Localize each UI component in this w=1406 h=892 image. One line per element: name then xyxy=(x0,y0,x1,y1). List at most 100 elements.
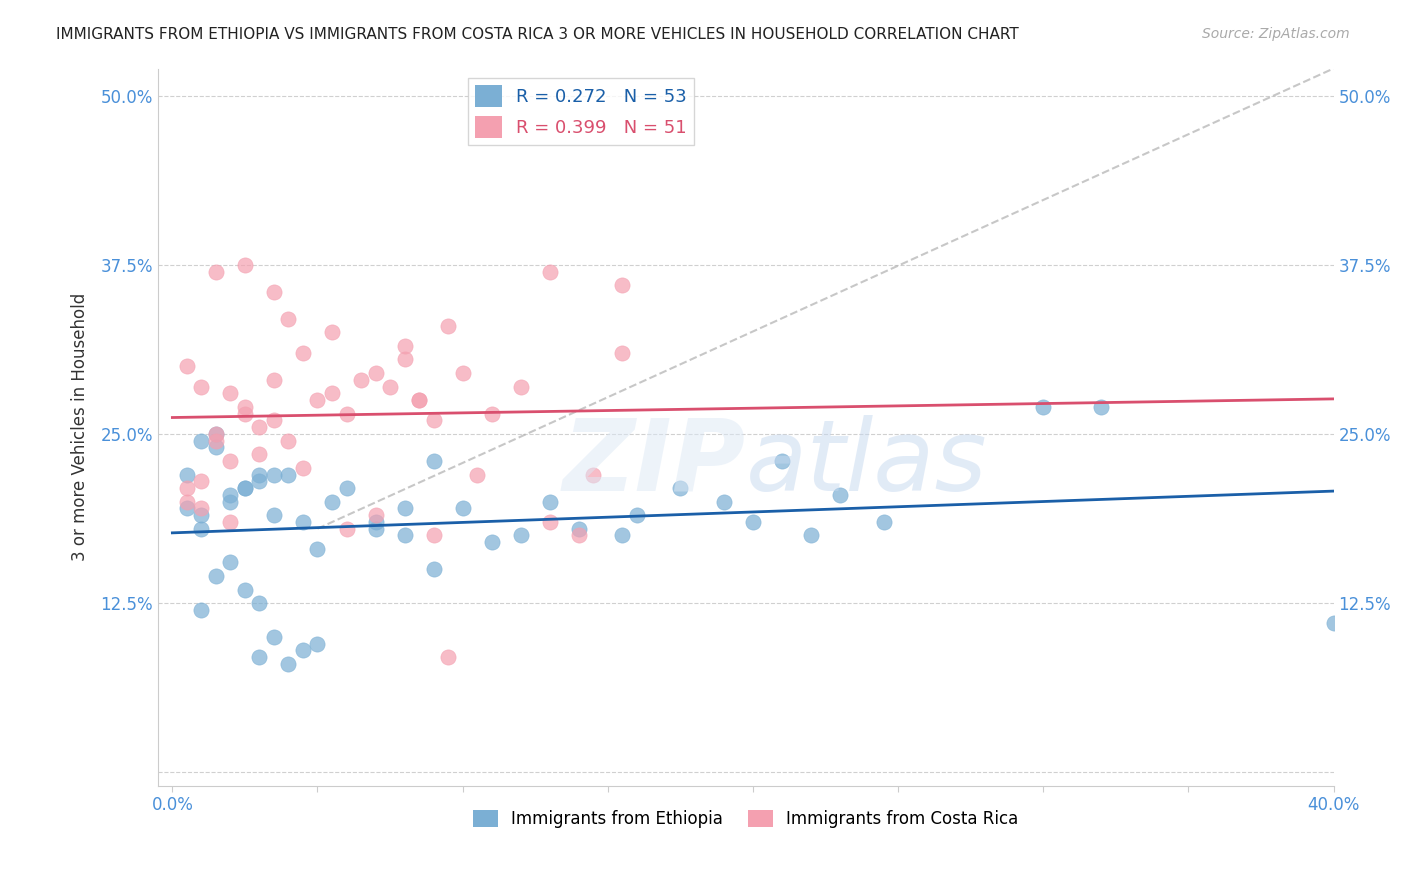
Point xyxy=(394,501,416,516)
Point xyxy=(568,522,591,536)
Point xyxy=(307,637,329,651)
Point xyxy=(205,434,228,448)
Point xyxy=(509,379,531,393)
Text: atlas: atlas xyxy=(745,415,987,511)
Point xyxy=(350,373,373,387)
Point xyxy=(176,501,198,516)
Point xyxy=(422,528,444,542)
Point xyxy=(394,339,416,353)
Point xyxy=(205,441,228,455)
Point xyxy=(307,393,329,408)
Point xyxy=(233,481,256,495)
Point xyxy=(713,494,735,508)
Point xyxy=(481,407,503,421)
Point xyxy=(321,326,343,340)
Point xyxy=(190,501,212,516)
Point xyxy=(378,379,401,393)
Point xyxy=(509,528,531,542)
Point xyxy=(770,454,793,468)
Point xyxy=(249,420,271,434)
Point xyxy=(233,407,256,421)
Point xyxy=(263,508,285,522)
Point xyxy=(872,515,894,529)
Point xyxy=(307,541,329,556)
Point xyxy=(249,475,271,489)
Point xyxy=(1090,400,1112,414)
Point xyxy=(277,311,299,326)
Point xyxy=(364,366,387,380)
Point xyxy=(408,393,430,408)
Point xyxy=(277,657,299,671)
Point xyxy=(321,386,343,401)
Point xyxy=(205,264,228,278)
Point xyxy=(291,345,314,359)
Point xyxy=(321,494,343,508)
Point xyxy=(291,643,314,657)
Point xyxy=(219,454,242,468)
Point xyxy=(263,467,285,482)
Point xyxy=(263,413,285,427)
Point xyxy=(190,522,212,536)
Point xyxy=(233,258,256,272)
Point xyxy=(190,434,212,448)
Point xyxy=(800,528,823,542)
Y-axis label: 3 or more Vehicles in Household: 3 or more Vehicles in Household xyxy=(72,293,89,561)
Point xyxy=(291,460,314,475)
Point xyxy=(364,508,387,522)
Point xyxy=(263,373,285,387)
Point xyxy=(538,264,561,278)
Point xyxy=(233,582,256,597)
Point xyxy=(176,467,198,482)
Point xyxy=(277,434,299,448)
Point xyxy=(626,508,648,522)
Point xyxy=(176,359,198,374)
Point xyxy=(219,494,242,508)
Point xyxy=(364,522,387,536)
Point xyxy=(263,630,285,644)
Point xyxy=(335,481,357,495)
Point xyxy=(538,515,561,529)
Point xyxy=(437,650,460,665)
Point xyxy=(219,488,242,502)
Point xyxy=(249,650,271,665)
Text: ZIP: ZIP xyxy=(562,415,745,511)
Point xyxy=(1322,616,1344,631)
Point xyxy=(422,562,444,576)
Point xyxy=(394,352,416,367)
Point xyxy=(364,515,387,529)
Point xyxy=(408,393,430,408)
Point xyxy=(669,481,692,495)
Point xyxy=(219,556,242,570)
Point xyxy=(291,515,314,529)
Point xyxy=(451,501,474,516)
Point xyxy=(190,508,212,522)
Point xyxy=(612,278,634,293)
Point xyxy=(176,481,198,495)
Point xyxy=(205,426,228,441)
Point xyxy=(233,481,256,495)
Point xyxy=(205,569,228,583)
Point xyxy=(481,535,503,549)
Point xyxy=(335,407,357,421)
Point xyxy=(205,426,228,441)
Point xyxy=(335,522,357,536)
Point xyxy=(465,467,488,482)
Point xyxy=(249,596,271,610)
Point xyxy=(233,400,256,414)
Point xyxy=(538,494,561,508)
Point xyxy=(277,467,299,482)
Point xyxy=(422,413,444,427)
Point xyxy=(451,366,474,380)
Point xyxy=(437,318,460,333)
Point xyxy=(176,494,198,508)
Point xyxy=(612,528,634,542)
Point xyxy=(263,285,285,299)
Point xyxy=(568,528,591,542)
Point xyxy=(422,454,444,468)
Legend: Immigrants from Ethiopia, Immigrants from Costa Rica: Immigrants from Ethiopia, Immigrants fro… xyxy=(467,804,1025,835)
Point xyxy=(394,528,416,542)
Point xyxy=(1032,400,1054,414)
Point xyxy=(828,488,851,502)
Point xyxy=(249,447,271,461)
Point xyxy=(190,475,212,489)
